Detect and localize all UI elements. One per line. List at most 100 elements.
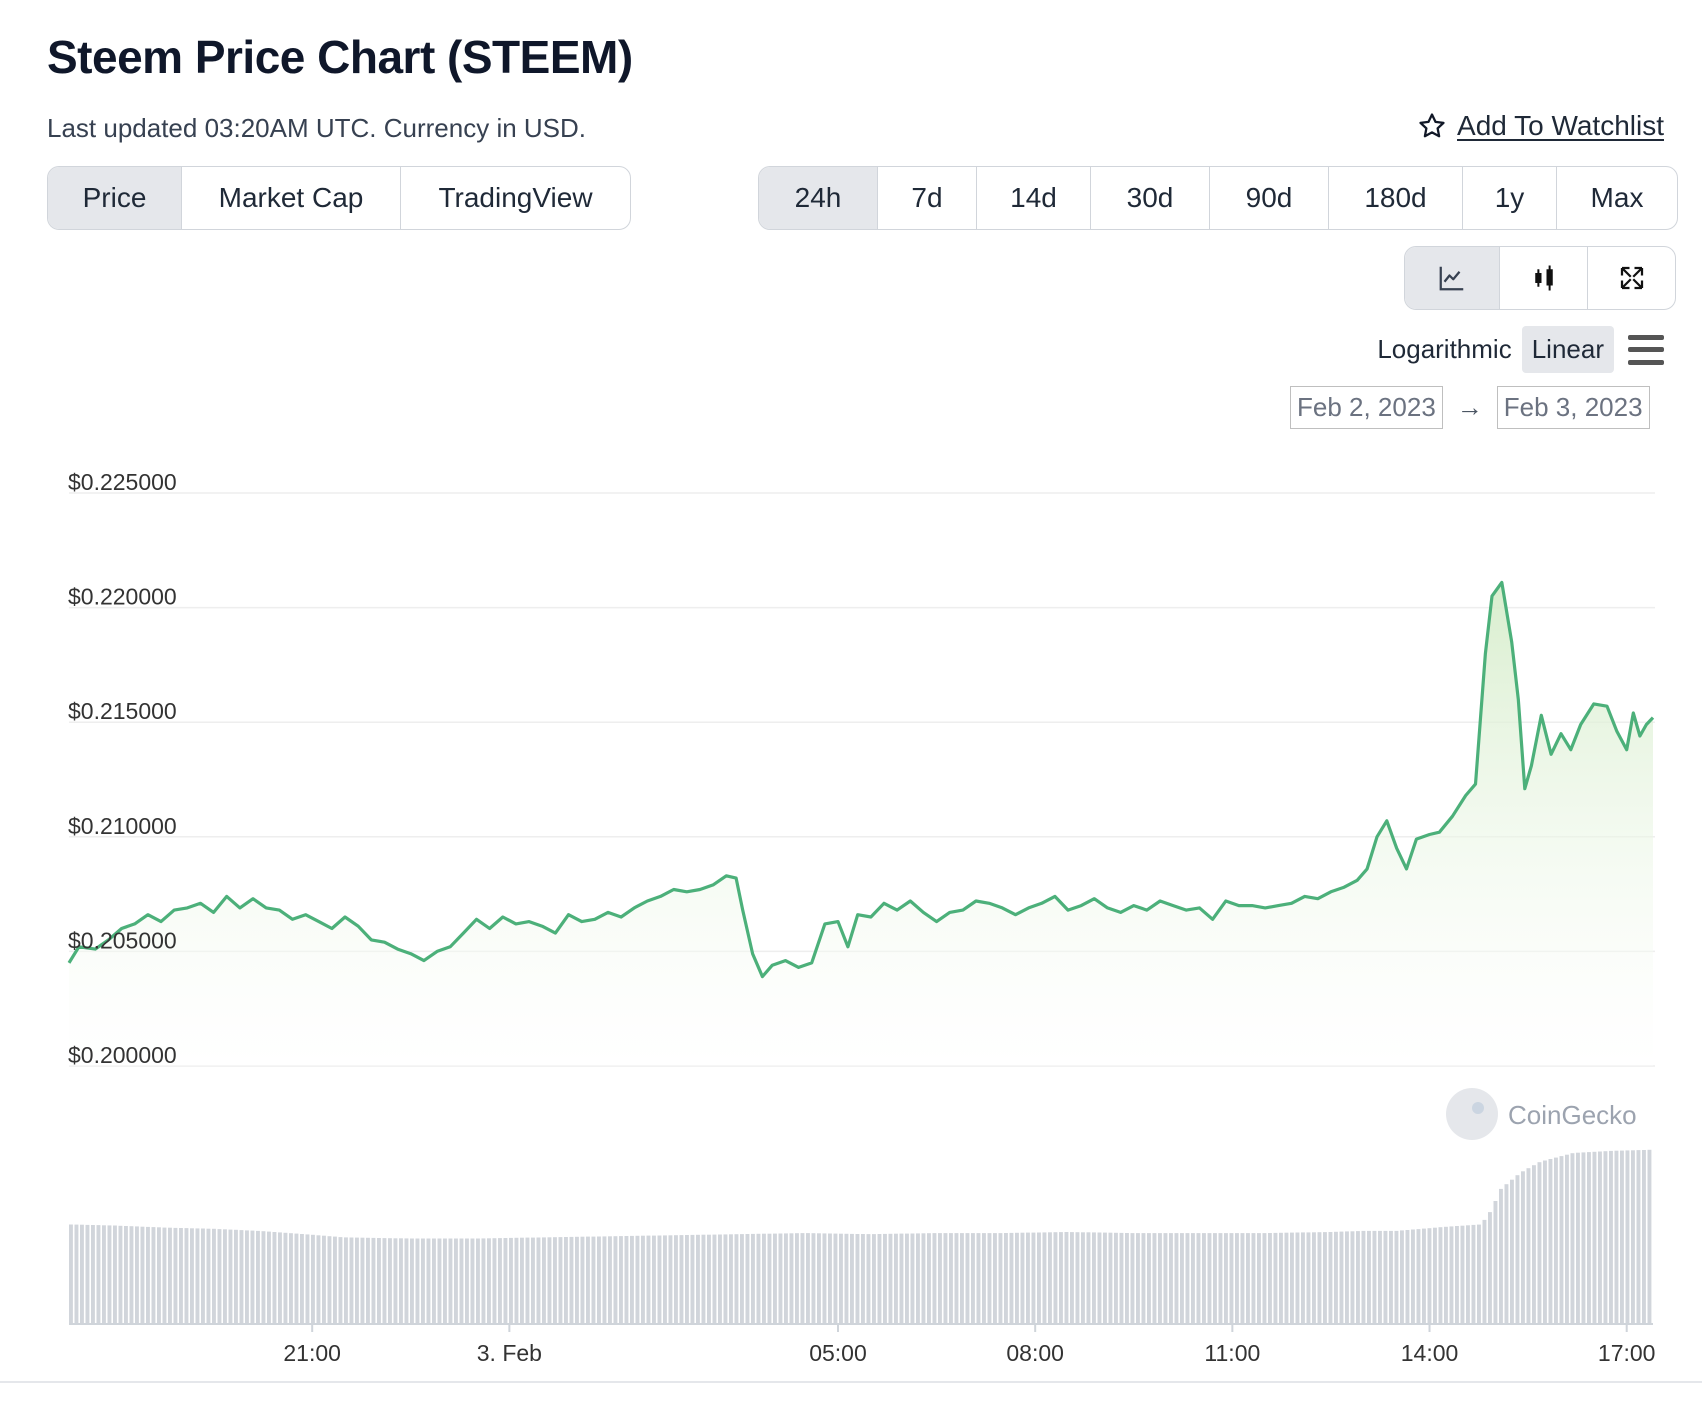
price-area (69, 582, 1653, 1066)
range-1y[interactable]: 1y (1462, 167, 1556, 229)
scale-linear[interactable]: Linear (1521, 326, 1614, 373)
volume-bar (1037, 1232, 1041, 1324)
volume-bar (569, 1236, 574, 1324)
volume-bar (1196, 1233, 1201, 1324)
volume-bar (1163, 1233, 1168, 1324)
volume-bar (415, 1238, 420, 1324)
volume-bar (668, 1235, 673, 1324)
volume-bar (861, 1234, 865, 1324)
add-to-watchlist-link[interactable]: Add To Watchlist (1417, 110, 1664, 142)
y-tick-label: $0.200000 (68, 1042, 177, 1068)
tab-tradingview[interactable]: TradingView (400, 167, 630, 229)
candlestick-button[interactable] (1499, 247, 1587, 309)
volume-bar (1631, 1150, 1635, 1324)
volume-bar (1229, 1233, 1234, 1324)
volume-bar (553, 1237, 557, 1324)
x-tick-label: 11:00 (1204, 1340, 1260, 1366)
range-max[interactable]: Max (1556, 167, 1677, 229)
volume-bar (344, 1237, 348, 1324)
volume-bar (1350, 1231, 1355, 1324)
volume-bar (1136, 1233, 1140, 1324)
volume-bar (1020, 1232, 1025, 1324)
volume-bar (267, 1231, 271, 1324)
volume-bar (635, 1235, 640, 1324)
volume-bar (1235, 1233, 1239, 1324)
x-tick-label: 14:00 (1401, 1340, 1459, 1366)
line-chart-icon (1439, 266, 1464, 291)
volume-bar (393, 1238, 398, 1324)
volume-bar (1141, 1233, 1146, 1324)
volume-bar (690, 1234, 695, 1324)
volume-bar (234, 1229, 238, 1324)
volume-bar (1400, 1230, 1404, 1324)
y-tick-label: $0.205000 (68, 927, 177, 953)
range-24h[interactable]: 24h (759, 167, 877, 229)
range-180d[interactable]: 180d (1328, 167, 1462, 229)
volume-bar (1180, 1233, 1184, 1324)
volume-bar (718, 1234, 722, 1324)
volume-bar (998, 1233, 1003, 1324)
volume-bar (619, 1236, 623, 1324)
volume-bar (1284, 1232, 1289, 1324)
volume-bar (1323, 1232, 1327, 1324)
volume-bar (1647, 1149, 1652, 1324)
volume-bar (140, 1226, 145, 1324)
volume-bar (261, 1231, 266, 1324)
volume-bar (993, 1233, 997, 1324)
volume-bar (162, 1227, 167, 1324)
volume-bar (305, 1234, 310, 1324)
volume-bar (256, 1230, 260, 1324)
volume-bar (1378, 1230, 1382, 1324)
volume-bar (503, 1238, 508, 1324)
volume-bar (333, 1236, 337, 1324)
volume-bar (311, 1234, 315, 1324)
volume-bar (74, 1224, 79, 1324)
chart-tools (1404, 246, 1676, 310)
volume-bar (1504, 1184, 1509, 1324)
range-14d[interactable]: 14d (976, 167, 1090, 229)
y-tick-label: $0.210000 (68, 813, 177, 839)
volume-bar (696, 1234, 700, 1324)
volume-bar (459, 1238, 464, 1324)
volume-bar (1411, 1229, 1415, 1324)
volume-bar (443, 1238, 447, 1324)
svg-text:CoinGecko: CoinGecko (1508, 1100, 1637, 1130)
volume-bar (520, 1237, 524, 1324)
line-chart-button[interactable] (1405, 247, 1499, 309)
range-30d[interactable]: 30d (1090, 167, 1209, 229)
tab-market-cap[interactable]: Market Cap (181, 167, 400, 229)
volume-bar (1642, 1150, 1646, 1324)
volume-bar (1059, 1232, 1063, 1324)
volume-bar (1372, 1230, 1377, 1324)
date-from-input[interactable]: Feb 2, 2023 (1290, 386, 1443, 429)
range-90d[interactable]: 90d (1209, 167, 1328, 229)
volume-bar (190, 1228, 194, 1324)
volume-bar (377, 1238, 381, 1324)
volume-bar (206, 1228, 211, 1324)
volume-bar (278, 1232, 282, 1324)
date-to-input[interactable]: Feb 3, 2023 (1496, 386, 1650, 429)
volume-bar (135, 1226, 139, 1324)
volume-bar (938, 1233, 942, 1324)
volume-bar (679, 1235, 684, 1324)
volume-bar (1422, 1228, 1426, 1324)
volume-bar (734, 1234, 739, 1324)
volume-bar (201, 1228, 205, 1324)
price-chart[interactable]: $0.225000 $0.220000 $0.215000 $0.210000 $0.2… (0, 440, 1702, 1380)
volume-bar (1015, 1232, 1019, 1324)
volume-bar (982, 1233, 986, 1324)
volume-bar (118, 1225, 123, 1324)
volume-bar (602, 1236, 607, 1324)
volume-bar (916, 1233, 920, 1324)
scale-logarithmic[interactable]: Logarithmic (1377, 334, 1512, 364)
tab-price[interactable]: Price (48, 167, 181, 229)
volume-bar (1257, 1233, 1261, 1324)
volume-bar (1609, 1150, 1613, 1324)
volume-bar (1075, 1232, 1080, 1324)
menu-icon[interactable] (1628, 334, 1664, 365)
volume-bar (833, 1233, 838, 1324)
volume-bar (1592, 1151, 1597, 1324)
volume-bar (217, 1229, 222, 1324)
range-7d[interactable]: 7d (877, 167, 976, 229)
fullscreen-button[interactable] (1587, 247, 1675, 309)
